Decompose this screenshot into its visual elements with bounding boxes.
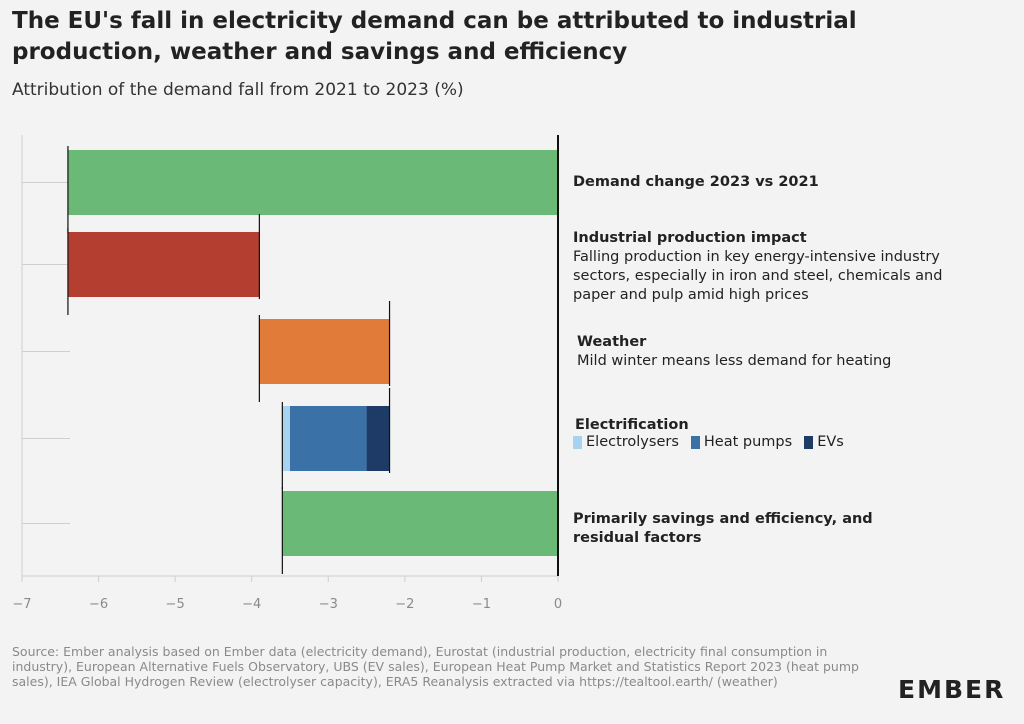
- legend: Electrolysers Heat pumps EVs: [573, 434, 844, 450]
- x-tick-label-3: −4: [242, 597, 261, 612]
- legend-item-electrolysers: Electrolysers: [573, 434, 679, 450]
- legend-label-heat-pumps: Heat pumps: [703, 434, 793, 450]
- legend-swatch-heat-pumps: [690, 435, 700, 449]
- x-tick-label-5: −2: [395, 597, 414, 612]
- bar-3-segment-0: [282, 406, 290, 471]
- x-tick-label-7: 0: [554, 597, 562, 612]
- bar-0-segment-0: [67, 150, 558, 215]
- x-tick-label-1: −6: [89, 597, 108, 612]
- bar-1-segment-0: [67, 232, 260, 297]
- label-electrification-head: Electrification: [575, 417, 689, 433]
- x-tick-label-6: −1: [472, 597, 491, 612]
- label-savings: Primarily savings and efficiency, and re…: [573, 510, 873, 548]
- ember-logo: EMBER: [898, 675, 1006, 704]
- chart-title: The EU's fall in electricity demand can …: [12, 8, 857, 65]
- label-electrification: Electrification: [575, 416, 689, 435]
- label-weather-desc: Mild winter means less demand for heatin…: [577, 353, 892, 369]
- legend-item-heat-pumps: Heat pumps: [690, 434, 793, 450]
- label-demand-change: Demand change 2023 vs 2021: [573, 173, 819, 192]
- x-tick-label-0: −7: [12, 597, 31, 612]
- label-savings-head: Primarily savings and efficiency, and re…: [573, 511, 873, 546]
- label-weather-head: Weather: [577, 334, 647, 350]
- label-weather: Weather Mild winter means less demand fo…: [577, 333, 891, 371]
- legend-item-evs: EVs: [804, 434, 844, 450]
- x-tick-label-2: −5: [166, 597, 185, 612]
- label-industrial: Industrial production impact Falling pro…: [573, 229, 973, 305]
- label-industrial-desc: Falling production in key energy-intensi…: [573, 249, 943, 303]
- source-note: Source: Ember analysis based on Ember da…: [12, 644, 859, 689]
- legend-swatch-evs: [804, 435, 814, 449]
- legend-label-evs: EVs: [817, 434, 844, 450]
- bar-4-segment-0: [282, 491, 558, 556]
- bar-2-segment-0: [259, 319, 390, 384]
- label-industrial-head: Industrial production impact: [573, 230, 807, 246]
- bar-3-segment-2: [366, 406, 390, 471]
- bar-3-segment-1: [290, 406, 367, 471]
- legend-label-electrolysers: Electrolysers: [586, 434, 679, 450]
- x-tick-label-4: −3: [319, 597, 338, 612]
- label-demand-change-head: Demand change 2023 vs 2021: [573, 174, 819, 190]
- legend-swatch-electrolysers: [573, 435, 582, 449]
- chart-subtitle: Attribution of the demand fall from 2021…: [12, 80, 464, 100]
